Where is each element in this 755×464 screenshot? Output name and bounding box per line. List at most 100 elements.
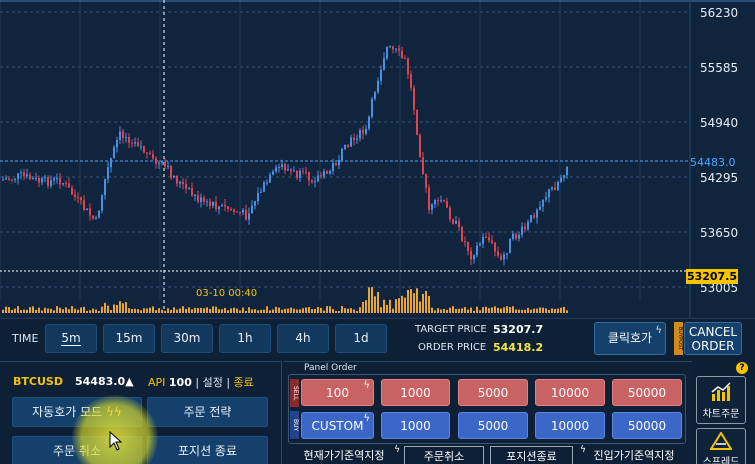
api-status: API 100 | 설정 | 종료: [148, 376, 254, 389]
sell-5000-button[interactable]: 5000: [458, 379, 528, 406]
buy-50000-button[interactable]: 50000: [612, 412, 682, 439]
volume-bar: [41, 310, 43, 313]
candle-body: [350, 137, 352, 147]
candle-body: [374, 92, 376, 99]
help-icon[interactable]: ?: [736, 362, 748, 374]
candle-body: [233, 209, 235, 212]
price-axis-label: 55585: [700, 61, 739, 75]
timeframe-bar: TIME 5m 15m 30m 1h 4h 1d TARGET PRICE 53…: [0, 318, 755, 358]
candle-body: [560, 177, 562, 182]
candle-body: [356, 138, 358, 140]
position-close-button[interactable]: 포지션 종료: [147, 436, 268, 464]
candle-body: [386, 47, 388, 59]
sell-50000-button[interactable]: 50000: [612, 379, 682, 406]
candle-body: [533, 215, 535, 218]
candle-body: [362, 130, 364, 134]
volume-bar: [305, 307, 307, 313]
candle-body: [389, 46, 391, 48]
panel-order-cancel-button[interactable]: 주문취소: [404, 446, 484, 464]
candle-body: [263, 182, 265, 192]
candle-body: [248, 213, 250, 220]
buy-5000-button[interactable]: 5000: [458, 412, 528, 439]
click-hoga-button[interactable]: 클릭호가 ϟ: [594, 322, 666, 355]
candle-body: [155, 158, 157, 164]
buy-custom-button[interactable]: CUSTOM ϟ: [301, 412, 374, 439]
candle-body: [524, 226, 526, 230]
timeframe-5m-button[interactable]: 5m: [45, 324, 97, 353]
order-cancel-button[interactable]: 주문 취소: [12, 436, 142, 464]
volume-bar: [176, 309, 178, 313]
candle-body: [467, 242, 469, 251]
volume-bar: [308, 307, 310, 313]
candle-body: [23, 172, 25, 177]
lightning-icon: ϟ: [655, 325, 662, 336]
exit-link[interactable]: 종료: [233, 376, 254, 389]
volume-bar: [383, 299, 385, 313]
sell-10000-button[interactable]: 10000: [535, 379, 605, 406]
volume-bar: [407, 289, 409, 313]
candle-body: [410, 74, 412, 88]
current-price-stop-button[interactable]: 현재가기준역지정 ϟ: [288, 445, 400, 464]
auto-hoga-mode-button[interactable]: 자동호가 모드 ϟϟ: [12, 397, 142, 427]
settings-link[interactable]: 설정: [202, 376, 223, 389]
volume-bar: [275, 306, 277, 313]
sell-1000-button[interactable]: 1000: [381, 379, 450, 406]
volume-bar: [428, 295, 430, 313]
volume-bar: [152, 306, 154, 313]
timeframe-1h-button[interactable]: 1h: [219, 324, 271, 353]
buy-1000-button[interactable]: 1000: [381, 412, 450, 439]
buy-10000-button[interactable]: 10000: [535, 412, 605, 439]
candle-body: [176, 175, 178, 184]
price-chart[interactable]: 56230 55585 54940 54295 53650 53005 5448…: [0, 0, 755, 318]
right-tool-panel: ? 차트주문 스프레드: [692, 361, 755, 464]
candle-body: [212, 201, 214, 206]
volume-bar: [119, 301, 121, 313]
candle-body: [359, 130, 361, 139]
candle-body: [29, 174, 31, 180]
candle-body: [77, 197, 79, 199]
volume-bar: [290, 307, 292, 313]
volume-bar: [134, 308, 136, 313]
candle-body: [461, 227, 463, 242]
sell-100-button[interactable]: 100 ϟ: [301, 379, 374, 406]
volume-bar: [209, 309, 211, 313]
volume-bar: [284, 308, 286, 313]
volume-bar: [539, 307, 541, 313]
volume-bar: [566, 310, 568, 313]
volume-bar: [332, 309, 334, 313]
timeframe-4h-button[interactable]: 4h: [277, 324, 329, 353]
panel-position-close-button[interactable]: 포지션종료: [490, 446, 573, 464]
volume-bar: [392, 308, 394, 313]
cancel-order-button[interactable]: CANCEL ORDER: [684, 322, 742, 355]
volume-bar: [401, 295, 403, 313]
volume-bar: [239, 310, 241, 313]
volume-bar: [278, 307, 280, 313]
volume-bar: [20, 310, 22, 313]
timeframe-15m-button[interactable]: 15m: [103, 324, 155, 353]
order-strategy-button[interactable]: 주문 전략: [147, 397, 268, 427]
volume-bar: [38, 307, 40, 313]
candle-body: [500, 255, 502, 260]
candle-body: [536, 209, 538, 218]
candle-body: [449, 207, 451, 220]
candle-body: [440, 200, 442, 202]
volume-bar: [17, 306, 19, 313]
volume-bar: [458, 308, 460, 313]
volume-bar: [182, 306, 184, 313]
volume-bar: [404, 297, 406, 313]
candle-body: [197, 194, 199, 202]
volume-bar: [74, 308, 76, 313]
candle-body: [293, 170, 295, 172]
volume-bar: [512, 306, 514, 313]
spread-button[interactable]: 스프레드: [696, 428, 746, 464]
candlestick-chart[interactable]: [0, 0, 755, 318]
entry-price-stop-button[interactable]: 진입가기준역지정 ϟ: [578, 445, 690, 464]
timeframe-30m-button[interactable]: 30m: [161, 324, 213, 353]
chart-order-button[interactable]: 차트주문: [696, 376, 746, 424]
volume-bar: [251, 309, 253, 313]
candle-body: [140, 146, 142, 148]
timeframe-1d-button[interactable]: 1d: [335, 324, 387, 353]
volume-bar: [206, 307, 208, 313]
candle-body: [548, 189, 550, 198]
volume-bar: [236, 308, 238, 313]
